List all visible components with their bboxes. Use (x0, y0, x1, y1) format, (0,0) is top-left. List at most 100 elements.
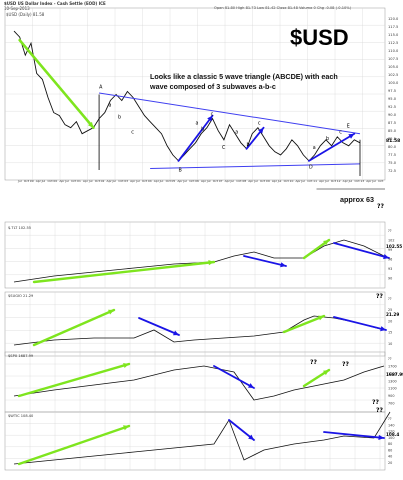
panel-legend: $.TLT 102.55 (8, 226, 31, 230)
blue-arrow-head (248, 434, 254, 440)
panel-y-tick: 1100 (388, 387, 397, 391)
x-tick-label: Jul (206, 179, 211, 183)
x-tick-label: Oct (236, 179, 242, 183)
x-tick-label: Apr (343, 179, 349, 183)
panel-y-tick: 1300 (388, 379, 397, 383)
x-tick-label: 13 (360, 179, 364, 183)
x-tick-label: Oct (354, 179, 360, 183)
x-tick-label: 99 (30, 179, 34, 183)
panel-last-value: 108.4 (386, 432, 399, 437)
x-tick-label: Oct (331, 179, 337, 183)
panel-y-tick: ?? (388, 229, 392, 233)
y-tick-label: 105.0 (388, 65, 399, 69)
x-tick-label: 04 (148, 179, 152, 183)
x-tick-label: 12 (337, 179, 341, 183)
question-mark: ?? (377, 203, 384, 210)
panel-y-tick: 1500 (388, 372, 397, 376)
question-mark: ?? (342, 361, 349, 368)
x-tick-label: Oct (142, 179, 148, 183)
content-layer: 120.0 117.5 115.0 112.5 110.0 107.5 105.0 102.5… (8, 17, 403, 466)
x-tick-label: 06 (195, 179, 199, 183)
x-tick-label: Jul (230, 179, 235, 183)
panel-y-tick: 140 (388, 423, 394, 427)
x-tick-label: 03 (124, 179, 128, 183)
x-tick-label: Jul (182, 179, 187, 183)
green-arrow (17, 424, 131, 466)
x-tick-label: Oct (284, 179, 290, 183)
panel-y-tick: 96 (388, 258, 392, 262)
panel-y-tick: 120 (388, 430, 394, 434)
green-arrow-head (108, 309, 114, 315)
y-tick-label: 107.5 (388, 57, 398, 61)
panel-price-line (13, 411, 391, 465)
wave-annotation: Looks like a classic 5 wave triangle (AB… (150, 72, 338, 91)
x-tick-label: Jul (41, 179, 46, 183)
green-arrow-head (208, 260, 214, 266)
y-tick-label: 97.5 (388, 89, 396, 93)
y-tick-label: 115.0 (388, 33, 399, 37)
x-tick-label: Jul (300, 179, 305, 183)
y-tick-label: 85.0 (388, 129, 397, 133)
x-tick-label: Jul (17, 179, 22, 183)
chart-header-date: 10-Sep-2013 (4, 6, 30, 11)
panel-y-tick: ?? (388, 417, 392, 421)
panel-price-line (13, 315, 385, 346)
wave-label: c (131, 131, 134, 136)
x-tick-label: Jul (111, 179, 116, 183)
wave-label: c (339, 131, 342, 136)
x-tick-label: Oct (213, 179, 219, 183)
green-arrow-head (123, 363, 129, 369)
panel-y-tick: 15 (388, 331, 392, 335)
x-tick-label: Apr (248, 179, 254, 183)
x-tick-label: Apr (83, 179, 89, 183)
panel-legend: $SPX 1687.99 (8, 354, 34, 358)
x-tick-label: Oct (166, 179, 172, 183)
wave-label: A (99, 84, 103, 90)
x-tick-label: Apr (130, 179, 136, 183)
y-tick-label: 112.5 (388, 41, 398, 45)
x-tick-label: Oct (71, 179, 77, 183)
panel-y-tick: 1700 (388, 364, 397, 368)
x-tick-label: Jul (324, 179, 329, 183)
green-arrow (282, 314, 326, 334)
usd-price-line (13, 30, 361, 162)
panel-y-tick: 80 (388, 442, 392, 446)
green-arrow-head (323, 370, 329, 376)
blue-arrow-head (173, 330, 179, 336)
green-arrow (17, 362, 131, 398)
x-tick-label: 00 (53, 179, 57, 183)
x-tick-label: 10 (290, 179, 294, 183)
panel-last-value: 102.55 (386, 244, 402, 249)
blue-arrow-head (248, 383, 254, 388)
chart-title: $USD (290, 25, 349, 50)
x-tick-label: Apr (107, 179, 113, 183)
last-value-label: 81.58 (386, 138, 400, 144)
wave-label: c (258, 122, 261, 127)
x-tick-label: Apr (272, 179, 278, 183)
blue-arrow (177, 114, 214, 162)
x-tick-label: Jul (135, 179, 140, 183)
blue-arrow-head (383, 254, 389, 260)
wave-label: b (247, 142, 250, 148)
wave-label: b (201, 127, 204, 133)
blue-arrow-head (380, 326, 386, 332)
y-tick-label: 92.5 (388, 105, 396, 109)
x-tick-label: 08 (242, 179, 246, 183)
panel-y-tick: 20 (388, 461, 392, 465)
question-mark: ?? (376, 293, 383, 300)
panel-frame (4, 291, 386, 357)
x-tick-label: Oct (48, 179, 54, 183)
y-tick-label: 90.0 (388, 113, 397, 117)
y-tick-label: 72.5 (388, 169, 396, 173)
x-tick-label: Oct (307, 179, 313, 183)
panel-y-tick: 700 (388, 402, 394, 406)
green-arrow-head (318, 315, 324, 321)
panel-y-tick: 102 (388, 239, 394, 243)
panel-legend: $SUGIO 21.29 (8, 294, 34, 298)
x-tick-label: Jul (371, 179, 376, 183)
x-tick-label: Jul (88, 179, 93, 183)
blue-arrow (243, 255, 287, 267)
x-tick-label: Apr (177, 179, 183, 183)
